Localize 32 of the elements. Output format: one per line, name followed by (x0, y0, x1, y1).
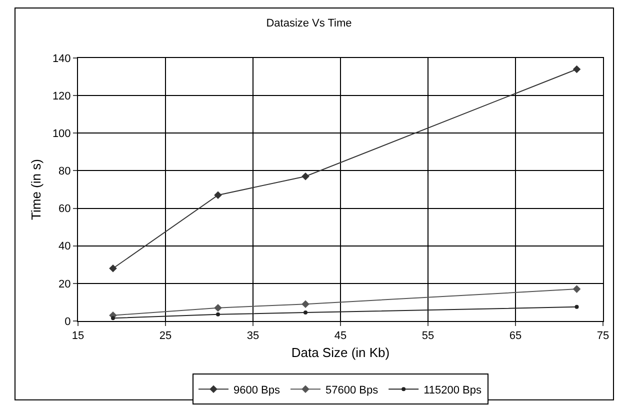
x-tick-label: 25 (159, 330, 172, 342)
legend-label: 57600 Bps (325, 384, 379, 396)
y-tick-label: 80 (58, 166, 71, 178)
y-tick-label: 40 (58, 240, 71, 253)
point (111, 316, 115, 320)
y-tick-label: 0 (64, 316, 71, 328)
point (574, 304, 579, 309)
y-tick-label: 100 (52, 128, 71, 140)
point (214, 191, 222, 200)
point (214, 304, 222, 312)
x-tick-label: 65 (509, 330, 522, 342)
point (302, 300, 310, 308)
point (109, 264, 117, 272)
x-tick-label: 15 (72, 330, 84, 342)
legend-label: 115200 Bps (424, 384, 482, 396)
x-tick-label: 45 (334, 330, 347, 342)
point (304, 310, 308, 315)
y-tick-label: 60 (58, 203, 71, 216)
x-tick-label: 35 (246, 330, 260, 342)
x-tick-label: 55 (422, 330, 434, 342)
point (302, 172, 310, 180)
chart-title: Datasize Vs Time (266, 17, 352, 30)
y-tick-label: 140 (52, 52, 71, 65)
y-tick-label: 120 (52, 90, 71, 102)
y-tick-label: 20 (58, 278, 71, 290)
y-axis-title: Time (in s) (28, 159, 44, 220)
point (572, 65, 581, 74)
x-axis-title: Data Size (in Kb) (291, 344, 390, 360)
legend-label: 9600 Bps (234, 384, 280, 396)
point (216, 312, 220, 316)
point (572, 285, 581, 293)
x-tick-label: 75 (596, 330, 610, 342)
